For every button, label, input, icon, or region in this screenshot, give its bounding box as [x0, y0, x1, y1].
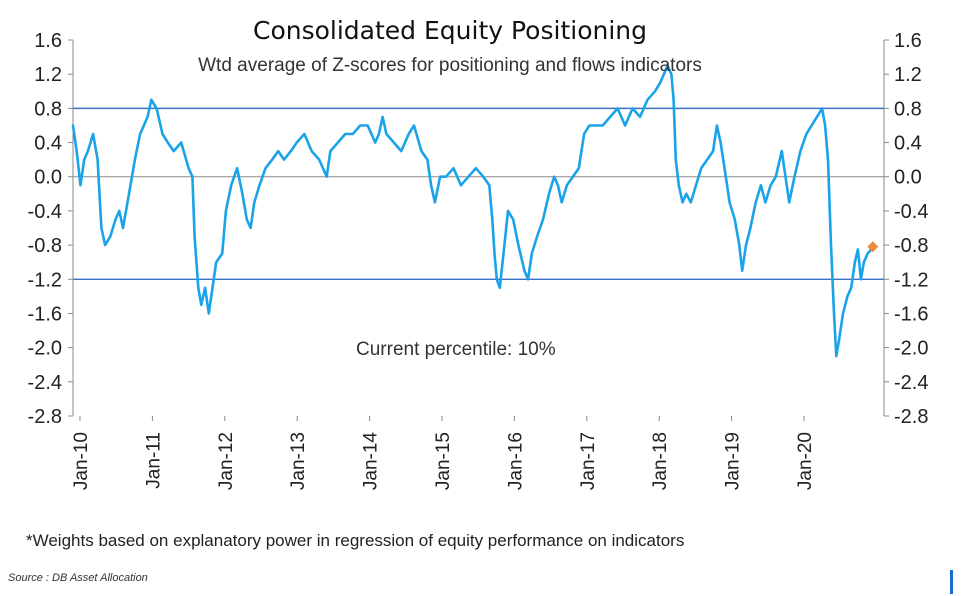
- y-tick-label-right: 1.2: [894, 64, 922, 86]
- y-tick-label-right: 0.8: [894, 98, 922, 120]
- y-tick-label-left: 0.4: [34, 133, 62, 155]
- x-tick-label: Jan-13: [288, 432, 309, 490]
- footnote: *Weights based on explanatory power in r…: [26, 531, 685, 550]
- y-tick-label-right: 1.6: [894, 30, 922, 52]
- y-tick-label-left: -0.8: [28, 235, 62, 257]
- y-tick-label-right: -0.4: [894, 201, 928, 223]
- chart-subtitle: Wtd average of Z-scores for positioning …: [198, 55, 702, 76]
- y-tick-label-left: 1.6: [34, 30, 62, 52]
- x-tick-label: Jan-15: [433, 432, 454, 490]
- series-line: [71, 64, 873, 358]
- x-tick-label: Jan-16: [505, 432, 526, 490]
- x-tick-label: Jan-10: [71, 432, 92, 490]
- y-tick-label-left: 0.8: [34, 98, 62, 120]
- x-tick-label: Jan-18: [650, 432, 671, 490]
- y-tick-label-right: 0.4: [894, 133, 922, 155]
- y-tick-label-left: -2.4: [28, 372, 62, 394]
- reference-lines: [73, 107, 884, 280]
- chart-title: Consolidated Equity Positioning: [253, 16, 647, 45]
- x-tick-label: Jan-11: [143, 432, 164, 489]
- y-tick-label-left: -2.8: [28, 406, 62, 428]
- y-tick-label-right: 0.0: [894, 167, 922, 189]
- y-tick-label-right: -0.8: [894, 235, 928, 257]
- source-note: Source : DB Asset Allocation: [8, 572, 148, 584]
- y-tick-label-right: -2.0: [894, 338, 928, 360]
- y-tick-label-left: 1.2: [34, 64, 62, 86]
- current-percentile-annotation: Current percentile: 10%: [356, 339, 556, 360]
- axes: 1.6 1.6 1.2 1.2 0.8 0.8 0.4 0.4 0.0 0.0 -0.4 -0.4 -0…: [28, 30, 929, 490]
- y-tick-label-right: -1.2: [894, 269, 928, 291]
- x-tick-label: Jan-19: [723, 432, 744, 490]
- y-tick-label-left: -1.6: [28, 303, 62, 325]
- y-tick-label-left: -1.2: [28, 269, 62, 291]
- x-tick-label: Jan-14: [361, 432, 382, 491]
- x-tick-label: Jan-12: [216, 432, 237, 490]
- edge-marker: [950, 570, 953, 594]
- y-tick-label-left: -2.0: [28, 338, 62, 360]
- series-layer: [71, 64, 879, 358]
- x-tick-label: Jan-20: [795, 432, 816, 490]
- y-tick-label-right: -1.6: [894, 303, 928, 325]
- y-tick-label-right: -2.8: [894, 406, 928, 428]
- y-tick-label-left: -0.4: [28, 201, 62, 223]
- x-tick-label: Jan-17: [578, 432, 599, 490]
- current-value-marker: [867, 241, 879, 253]
- y-tick-label-right: -2.4: [894, 372, 928, 394]
- y-tick-label-left: 0.0: [34, 167, 62, 189]
